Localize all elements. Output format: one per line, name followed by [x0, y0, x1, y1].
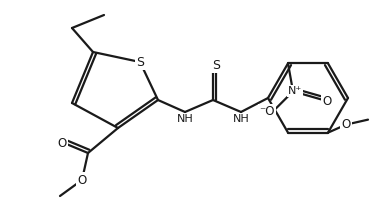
- Text: O: O: [341, 118, 351, 131]
- Text: O: O: [323, 95, 332, 108]
- Text: ⁻O: ⁻O: [259, 105, 275, 118]
- Text: S: S: [212, 58, 220, 72]
- Text: NH: NH: [177, 114, 194, 124]
- Text: N⁺: N⁺: [288, 86, 302, 96]
- Text: S: S: [136, 56, 144, 68]
- Text: O: O: [57, 136, 67, 150]
- Text: O: O: [77, 174, 87, 187]
- Text: NH: NH: [233, 114, 249, 124]
